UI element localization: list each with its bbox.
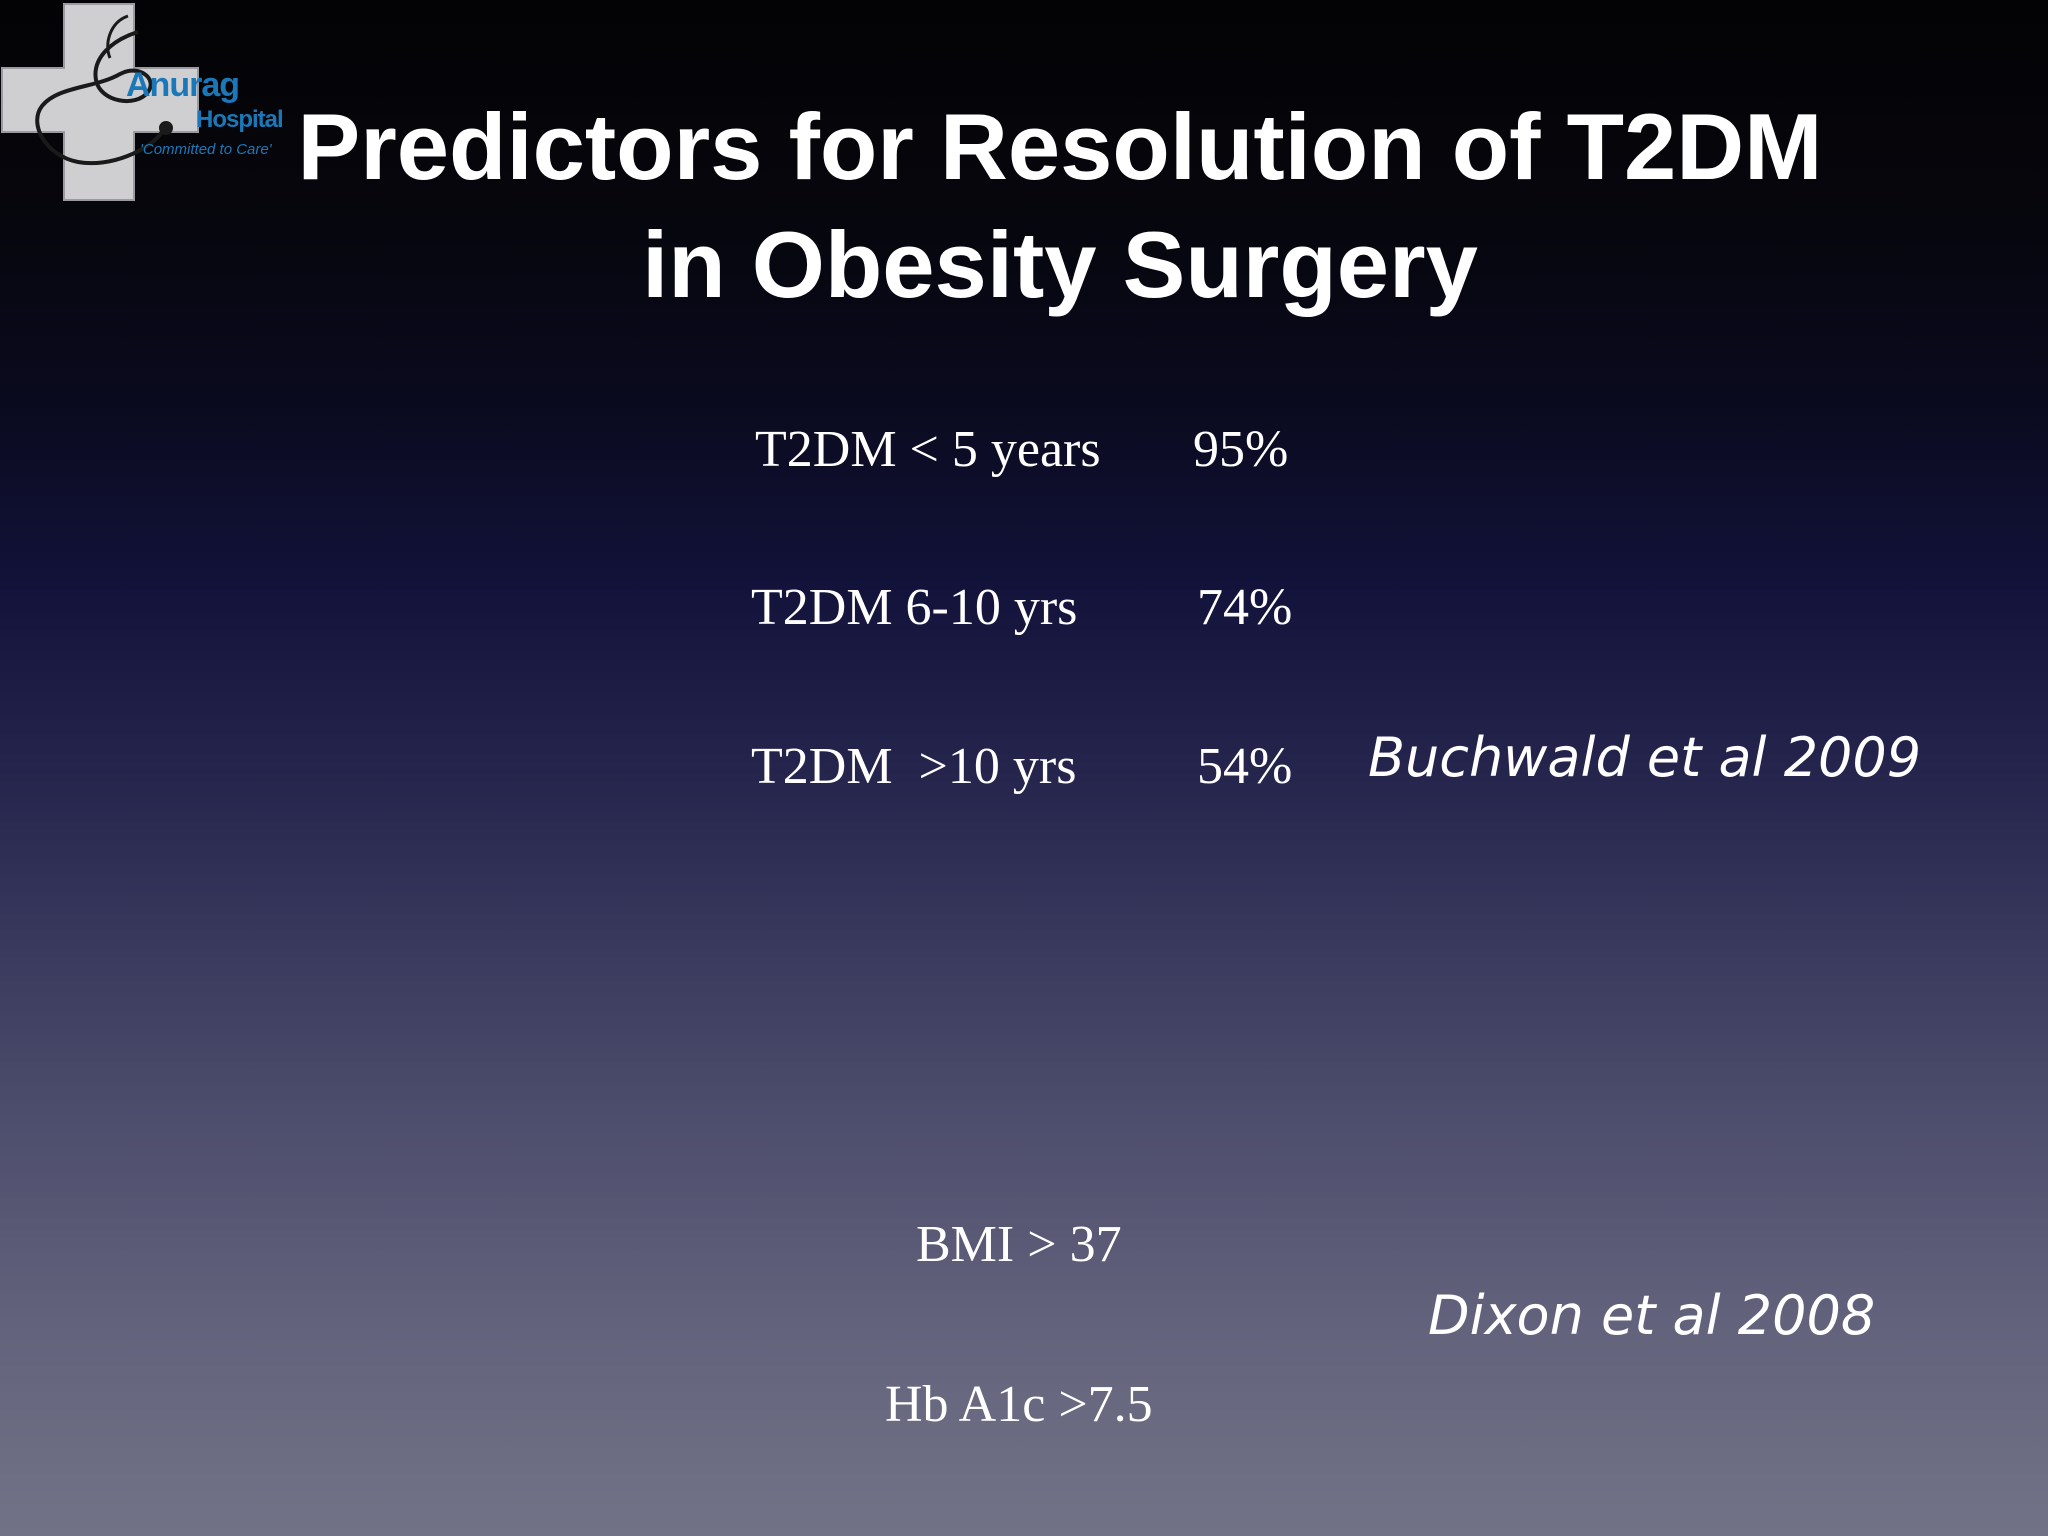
citation-buchwald: Buchwald et al 2009 [1368,726,1922,789]
hospital-logo: Anurag Hospital 'Committed to Care' [0,0,290,205]
duration-row-3-value: 54% [1197,738,1293,795]
cross-stethoscope-icon [1,3,199,201]
duration-row-1-value: 95% [1193,421,1289,478]
predictor-hba1c: Hb A1c >7.5 [885,1376,1153,1433]
slide-title: Predictors for Resolution of T2DM in Obe… [200,88,1920,324]
title-line-2: in Obesity Surgery [642,212,1478,317]
duration-row-2-label: T2DM 6-10 yrs [751,579,1078,636]
predictor-bmi: BMI > 37 [916,1216,1122,1273]
logo-tagline: 'Committed to Care' [140,141,272,158]
duration-row-3-label: T2DM >10 yrs [751,738,1077,795]
duration-row-2-value: 74% [1197,579,1293,636]
title-line-1: Predictors for Resolution of T2DM [297,94,1823,199]
duration-row-1-label: T2DM < 5 years [755,421,1101,478]
logo-subtitle: Hospital [196,106,284,133]
citation-dixon: Dixon et al 2008 [1428,1284,1876,1347]
logo-name: Anurag [126,66,240,104]
